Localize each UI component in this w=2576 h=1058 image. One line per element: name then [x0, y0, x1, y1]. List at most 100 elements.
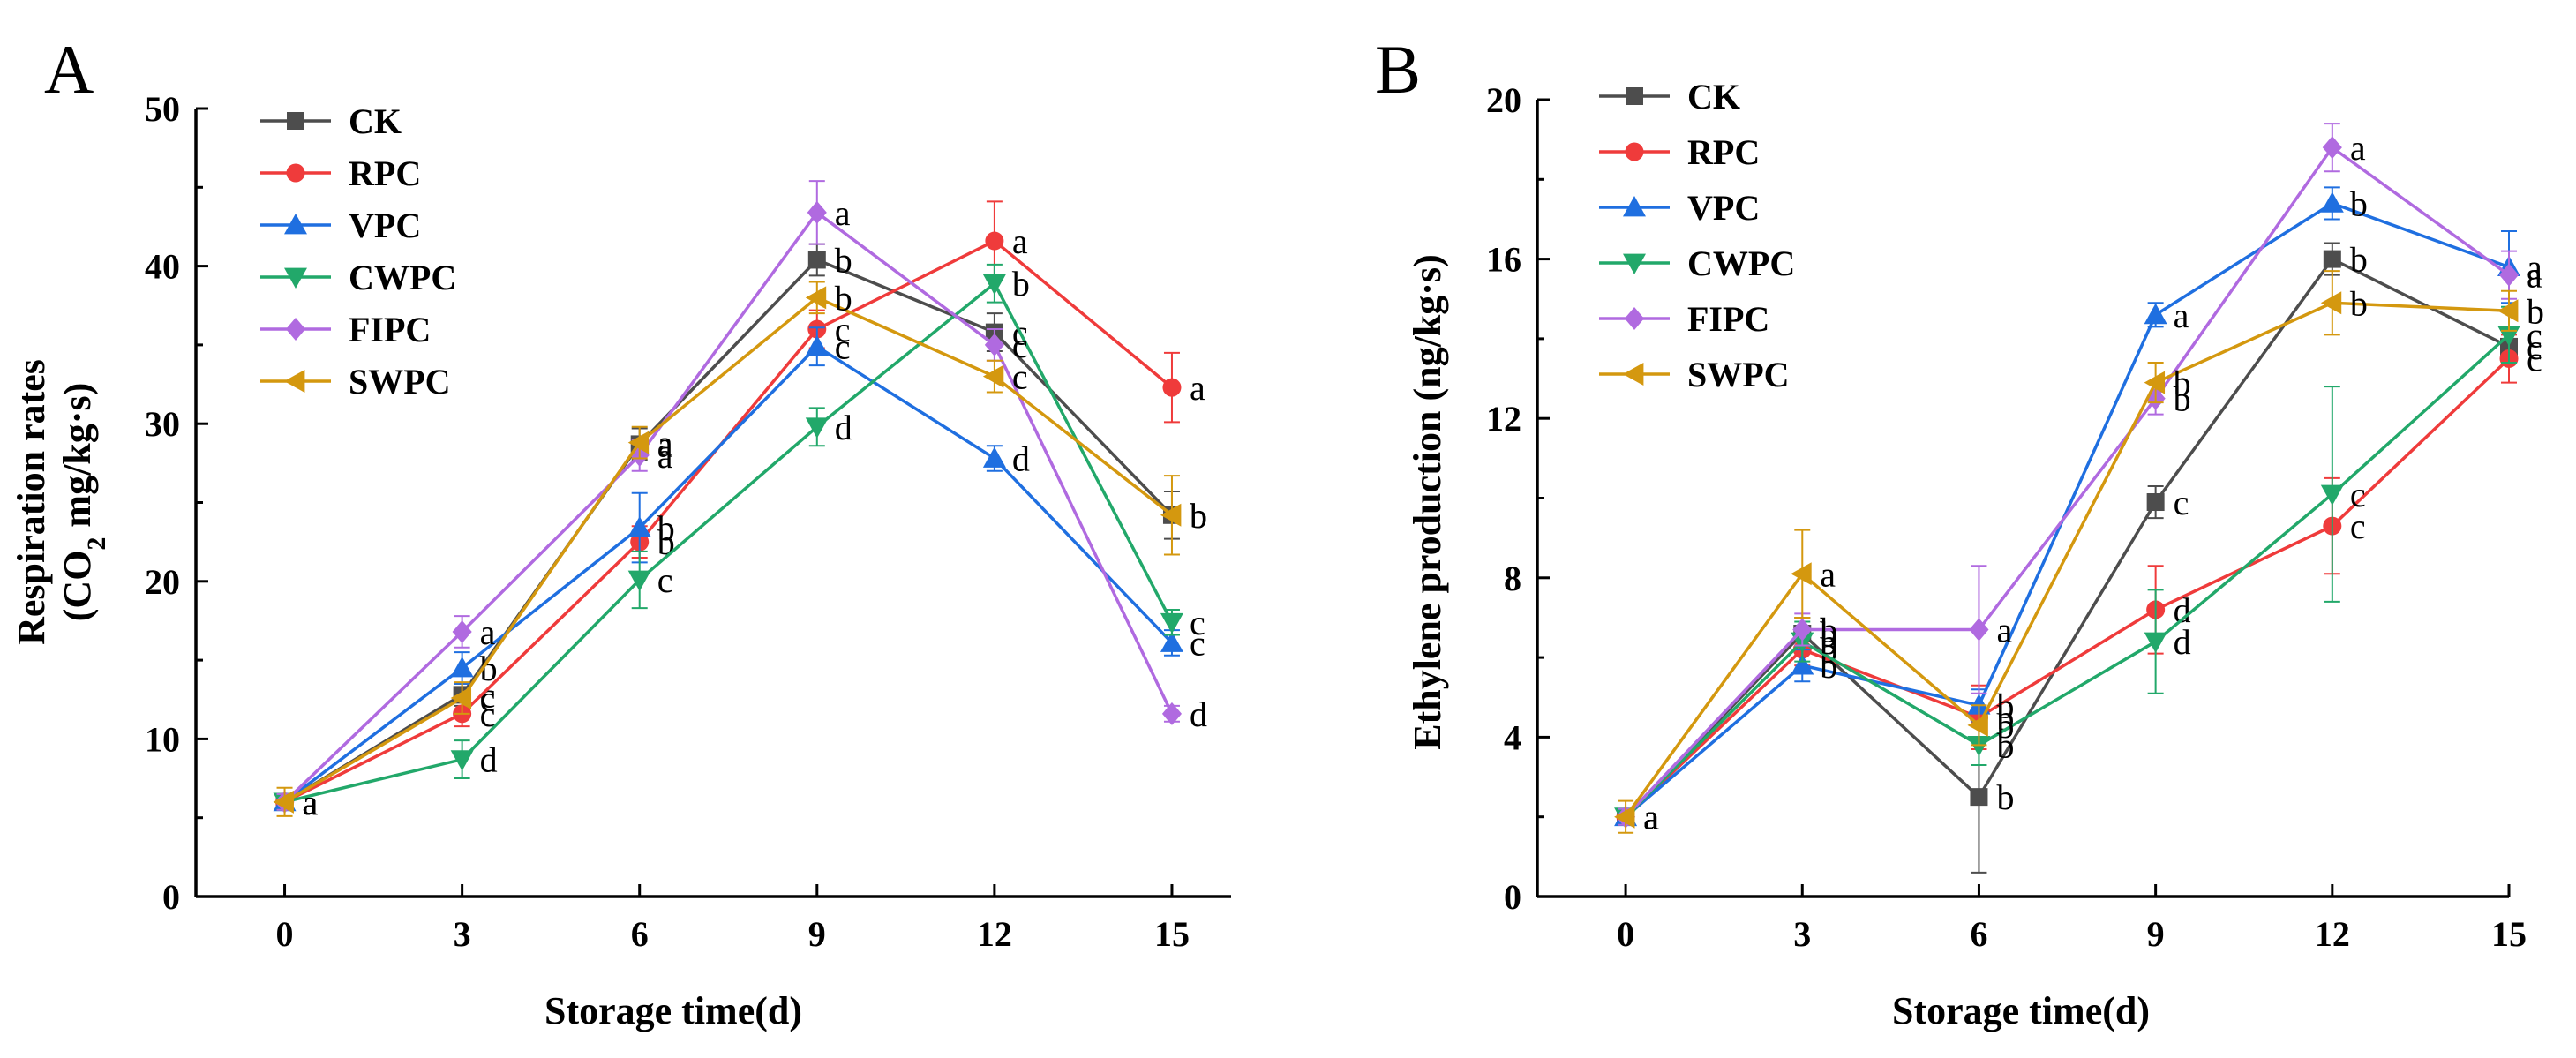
panel-a-series-ck-significance-label: b — [1190, 496, 1207, 536]
panel-a-x-tick-label: 9 — [808, 914, 826, 954]
panel-a-series-vpc-line — [283, 344, 1174, 804]
panel-b-series-vpc-point — [1967, 694, 1991, 715]
panel-a-legend-entry-ck: CK — [260, 101, 402, 141]
panel-b-series-ck-significance-label: c — [2527, 327, 2542, 367]
panel-b-series-swpc-significance-label: b — [2350, 283, 2368, 323]
panel-b-series-fipc-line — [1624, 145, 2511, 818]
panel-b-legend: CK RPC VPC CWPC FIPC SWPC — [1599, 77, 1795, 394]
panel-a-series-cwpc-significance-label: b — [1012, 264, 1030, 304]
panel-b-series-vpc-point — [1791, 654, 1814, 675]
panel-a-y-title-line2: (CO2 mg/kg·s) — [56, 383, 111, 621]
panel-b-series-swpc-significance-label: b — [1996, 706, 2014, 746]
panel-a-series-swpc-point — [982, 364, 1004, 388]
panel-b-series-swpc-significance-label: b — [2527, 291, 2544, 331]
panel-b-series-cwpc-point — [1967, 736, 1991, 757]
panel-a-x-axis-title: Storage time(d) — [544, 989, 802, 1032]
panel-a-y-tick-label: 50 — [145, 89, 180, 129]
panel-b-series-ck-point — [2146, 493, 2165, 512]
panel-b-legend-swatch-marker — [1623, 253, 1646, 274]
panel-a: A Respiration rates (CO2 mg/kg·s) Storag… — [10, 31, 1231, 1032]
panel-a-legend-label: CK — [349, 101, 402, 141]
panel-b-series-ck-significance-label: c — [2174, 483, 2189, 522]
panel-a-series-cwpc-line — [284, 281, 1174, 804]
panel-b-series-fipc-point — [2322, 136, 2342, 160]
panel-b-x-tick-label: 12 — [2315, 914, 2350, 954]
panel-a-y-axis-title: Respiration rates (CO2 mg/kg·s) — [10, 359, 111, 645]
panel-a-series-vpc-point — [627, 516, 651, 537]
panel-a-legend-entry-fipc: FIPC — [260, 310, 431, 349]
panel-b-series-swpc-point — [2320, 291, 2342, 315]
panel-b-series-vpc-significance-label: a — [2527, 248, 2542, 288]
panel-b-y-tick-label: 4 — [1504, 717, 1521, 757]
panel-a-series-cwpc-significance-label: a — [303, 783, 319, 822]
panel-b-legend-label: VPC — [1687, 188, 1760, 228]
panel-a-series-vpc-significance-label: c — [835, 327, 851, 367]
panel-b: B Ethylene production (ng/kg·s) Storage … — [1375, 31, 2544, 1032]
panel-a-series-cwpc-point — [450, 750, 474, 771]
panel-b-y-tick-label: 20 — [1486, 80, 1521, 120]
panel-a-series-swpc-point — [273, 790, 294, 814]
panel-b-legend-label: CWPC — [1687, 244, 1795, 283]
panel-b-legend-swatch-marker — [1623, 363, 1644, 386]
panel-b-series-swpc-point — [2144, 371, 2166, 394]
panel-b-series-vpc-point — [2144, 303, 2167, 325]
panel-a-series-fipc-line — [283, 210, 1174, 804]
panel-a-series-rpc-significance-label: c — [835, 310, 851, 349]
panel-b-series-fipc-point — [1792, 618, 1813, 642]
panel-a-legend-label: CWPC — [349, 258, 456, 297]
panel-a-legend-swatch-marker — [284, 214, 307, 235]
panel-b-series-vpc-significance-label: b — [2350, 184, 2368, 223]
panel-a-series-vpc-significance-label: a — [303, 783, 319, 822]
panel-b-legend-entry-cwpc: CWPC — [1599, 244, 1795, 283]
panel-a-series-fipc-significance-label: c — [1012, 326, 1028, 365]
panel-b-letter: B — [1375, 31, 1421, 108]
panel-a-axes: 0 10 20 30 40 50 0 3 6 9 12 15 — [145, 89, 1231, 954]
panel-a-series-swpc-significance-label: b — [835, 278, 852, 318]
panel-a-series-rpc-significance-label: a — [1012, 221, 1028, 261]
panel-b-series-ck-line — [1624, 257, 2510, 818]
panel-b-series-swpc-point — [2497, 299, 2519, 323]
panel-a-series-rpc-significance-label: a — [1190, 368, 1205, 408]
panel-a-series-rpc-point — [985, 231, 1004, 251]
panel-a-legend-entry-vpc: VPC — [260, 206, 421, 245]
panel-b-series-cwpc-line — [1624, 334, 2511, 818]
panel-b-x-tick-label: 3 — [1793, 914, 1811, 954]
panel-a-series-vpc-significance-label: d — [1012, 439, 1030, 478]
panel-b-series-fipc-significance-label: a — [1643, 798, 1659, 837]
panel-b-legend-entry-rpc: RPC — [1599, 132, 1760, 172]
panel-b-series-fipc-significance-label: b — [1820, 610, 1837, 649]
panel-a-series-rpc-significance-label: c — [480, 694, 496, 734]
panel-b-x-tick-label: 15 — [2491, 914, 2527, 954]
panel-a-legend-label: SWPC — [349, 362, 451, 401]
panel-a-legend-swatch-marker — [287, 112, 304, 130]
panel-a-series-fipc-significance-label: a — [303, 783, 319, 822]
panel-a-series-swpc-point — [1160, 503, 1182, 527]
panel-a-series-fipc-significance-label: d — [1190, 694, 1207, 734]
panel-a-legend-swatch-marker — [284, 370, 305, 393]
panel-b-series-fipc-significance-label: a — [2350, 128, 2366, 168]
panel-a-legend-entry-cwpc: CWPC — [260, 258, 456, 297]
panel-a-y-tick-label: 0 — [162, 877, 180, 917]
panel-a-series-cwpc-point — [627, 570, 651, 592]
panel-a-legend-swatch-marker — [284, 267, 307, 289]
panel-b-series-rpc-significance-label: d — [2174, 590, 2191, 630]
panel-a-series-cwpc-significance-label: d — [835, 408, 852, 447]
panel-a-series-vpc-point — [805, 334, 829, 356]
panel-b-y-tick-label: 16 — [1486, 240, 1521, 280]
panel-b-series-swpc-point — [1791, 562, 1812, 586]
panel-a-series-swpc-significance-label: c — [1012, 357, 1028, 397]
panel-a-legend-entry-rpc: RPC — [260, 154, 421, 193]
panel-a-legend-label: FIPC — [349, 310, 431, 349]
panel-a-series-vpc-point — [1160, 631, 1183, 652]
panel-b-x-axis-title: Storage time(d) — [1892, 989, 2150, 1032]
panel-b-y-axis-title: Ethylene production (ng/kg·s) — [1406, 254, 1449, 750]
panel-a-series-swpc-significance-label: a — [303, 783, 319, 822]
panel-a-series-ck-significance-label: b — [835, 240, 852, 280]
panel-b-series-ck-significance-label: b — [2350, 240, 2368, 280]
panel-b-series-rpc-line — [1624, 357, 2511, 818]
panel-b-series-swpc-line — [1624, 301, 2510, 818]
panel-a-legend-swatch-marker — [286, 163, 305, 183]
